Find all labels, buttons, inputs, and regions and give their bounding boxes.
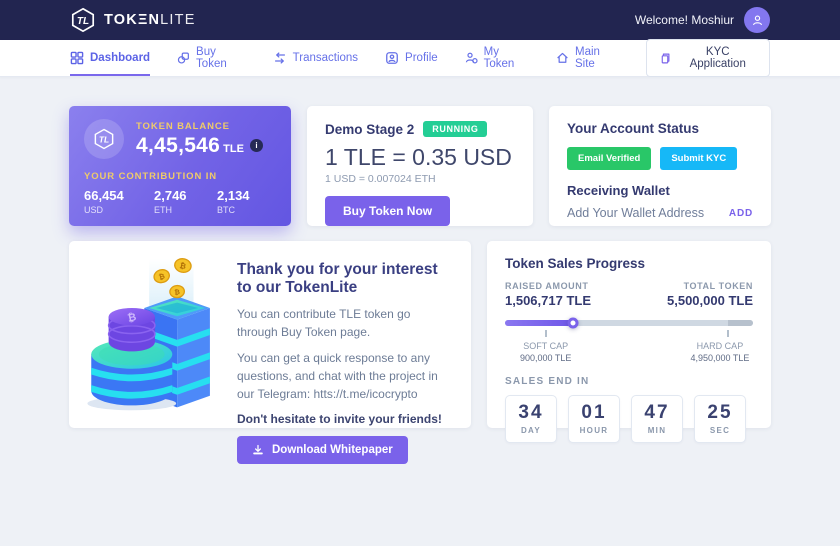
exchange-arrows-icon: [274, 52, 285, 64]
receiving-wallet-title: Receiving Wallet: [567, 183, 670, 198]
balance-label: TOKEN BALANCE: [136, 120, 230, 132]
document-icon: [662, 53, 670, 63]
invite-friends-text: Don't hesitate to invite your friends!: [237, 412, 442, 426]
download-whitepaper-button[interactable]: Download Whitepaper: [237, 436, 408, 464]
topbar: TL TOKΞNLITE Welcome! Moshiur: [0, 0, 840, 40]
progress-title: Token Sales Progress: [505, 256, 646, 271]
svg-text:₿: ₿: [174, 287, 181, 296]
nav-label: Dashboard: [90, 52, 151, 64]
hard-cap-label: HARD CAP 4,950,000 TLE: [690, 341, 750, 363]
total-token-block: TOTAL TOKEN 5,500,000 TLE: [667, 281, 753, 308]
raised-amount-block: RAISED AMOUNT 1,506,717 TLE: [505, 281, 591, 308]
token-rate-note: 1 USD = 0.007024 ETH: [325, 173, 436, 185]
user-avatar[interactable]: [744, 7, 770, 33]
slider-track: [505, 317, 753, 329]
balance-unit: TLE: [223, 142, 244, 155]
nav-label: Main Site: [575, 46, 600, 70]
token-logo-badge: TL: [84, 119, 124, 159]
svg-text:₿: ₿: [158, 271, 166, 281]
dashboard-content: TL TOKEN BALANCE 4,45,546 TLE i YOUR CON…: [0, 77, 840, 464]
submit-kyc-badge[interactable]: Submit KYC: [660, 147, 738, 170]
countdown-day: 34 DAY: [505, 395, 557, 443]
crypto-coins-illustration: ₿ ₿ ₿ ₿: [79, 255, 227, 414]
svg-text:TL: TL: [99, 134, 109, 144]
balance-info-icon[interactable]: i: [249, 139, 263, 152]
token-sales-progress-card: Token Sales Progress RAISED AMOUNT 1,506…: [487, 241, 771, 443]
slider-hardcap-tail: [728, 320, 753, 326]
nav-label: Transactions: [292, 52, 359, 64]
nav-item-main-site[interactable]: Main Site: [556, 40, 619, 76]
profile-card-icon: [386, 52, 398, 64]
svg-text:TL: TL: [77, 16, 89, 27]
token-stage-card: Demo Stage 2 RUNNING 1 TLE = 0.35 USD 1 …: [307, 106, 533, 226]
soft-cap-tick: [544, 330, 547, 337]
sales-progress-slider: SOFT CAP 900,000 TLE HARD CAP 4,950,000 …: [505, 317, 753, 366]
dashboard-grid-icon: [70, 51, 84, 65]
countdown-min: 47 MIN: [631, 395, 683, 443]
kyc-button-label: KYC Application: [689, 46, 746, 70]
nav-item-buy-token[interactable]: Buy Token: [177, 40, 246, 76]
tokenlite-hexagon-icon: TL: [94, 128, 114, 150]
tokenlite-hexagon-icon: TL: [71, 7, 95, 33]
nav-item-dashboard[interactable]: Dashboard: [70, 40, 151, 76]
countdown-hour: 01 HOUR: [568, 395, 620, 443]
nav-item-transactions[interactable]: Transactions: [273, 40, 358, 76]
person-coin-icon: [465, 52, 478, 64]
thank-you-card: ₿ ₿ ₿ ₿ Thank you for your interest to o…: [69, 241, 471, 464]
download-button-label: Download Whitepaper: [272, 444, 393, 456]
token-rate: 1 TLE = 0.35 USD: [325, 144, 512, 170]
contribution-usd: 66,454 USD: [84, 188, 124, 215]
welcome-text: Welcome! Moshiur: [634, 13, 734, 27]
brand-logo: TL TOKΞNLITE: [70, 7, 196, 33]
thank-you-paragraph-2: You can get a quick response to any ques…: [237, 351, 438, 401]
stage-title: Demo Stage 2: [325, 121, 415, 137]
add-wallet-link[interactable]: ADD: [728, 207, 753, 219]
nav-label: Buy Token: [196, 46, 227, 70]
countdown: 34 DAY 01 HOUR 47 MIN 25 SEC: [505, 395, 753, 443]
balance-value: 4,45,546: [136, 133, 221, 157]
home-icon: [557, 52, 568, 63]
wallet-hint: Add Your Wallet Address: [567, 206, 705, 220]
running-status-badge: RUNNING: [423, 121, 488, 137]
account-status-title: Your Account Status: [567, 121, 700, 136]
telegram-link[interactable]: htts://t.me/icocrypto: [313, 387, 418, 401]
account-status-card: Your Account Status Email Verified Submi…: [549, 106, 771, 226]
user-icon: [752, 15, 762, 25]
brand-text: TOKΞNLITE: [104, 12, 196, 28]
slider-progress-fill: [505, 320, 573, 326]
buy-token-now-button[interactable]: Buy Token Now: [325, 196, 451, 226]
nav-item-profile[interactable]: Profile: [385, 40, 438, 76]
contribution-label: YOUR CONTRIBUTION IN: [84, 171, 218, 182]
main-nav: Dashboard Buy Token Transactions Profile…: [0, 39, 840, 77]
nav-label: My Token: [483, 46, 515, 70]
nav-label: Profile: [405, 52, 438, 64]
slider-handle[interactable]: [567, 317, 579, 329]
thank-you-paragraph-1: You can contribute TLE token go through …: [237, 307, 411, 339]
svg-text:₿: ₿: [126, 310, 138, 325]
contribution-eth: 2,746 ETH: [154, 188, 187, 215]
email-verified-badge: Email Verified: [567, 147, 652, 170]
download-icon: [253, 444, 263, 455]
coins-icon: [177, 52, 190, 64]
countdown-sec: 25 SEC: [694, 395, 746, 443]
token-balance-card: TL TOKEN BALANCE 4,45,546 TLE i YOUR CON…: [69, 106, 291, 226]
svg-text:₿: ₿: [179, 260, 187, 270]
contribution-btc: 2,134 BTC: [217, 188, 250, 215]
kyc-application-button[interactable]: KYC Application: [646, 39, 770, 77]
nav-item-my-token[interactable]: My Token: [465, 40, 529, 76]
hard-cap-tick: [727, 330, 730, 337]
sales-end-label: SALES END IN: [505, 376, 590, 387]
thank-you-title: Thank you for your interest to our Token…: [237, 261, 438, 296]
soft-cap-label: SOFT CAP 900,000 TLE: [519, 341, 572, 363]
